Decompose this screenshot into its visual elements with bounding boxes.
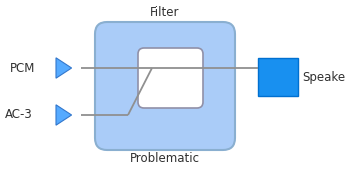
Polygon shape xyxy=(56,58,72,78)
Bar xyxy=(258,58,298,96)
Polygon shape xyxy=(56,105,72,125)
FancyBboxPatch shape xyxy=(95,22,235,150)
Text: Problematic: Problematic xyxy=(130,151,200,165)
FancyBboxPatch shape xyxy=(138,48,203,108)
Text: PCM: PCM xyxy=(10,62,35,74)
Text: Filter: Filter xyxy=(150,6,180,20)
Text: AC-3: AC-3 xyxy=(5,108,33,122)
Text: Speaker: Speaker xyxy=(302,71,346,83)
